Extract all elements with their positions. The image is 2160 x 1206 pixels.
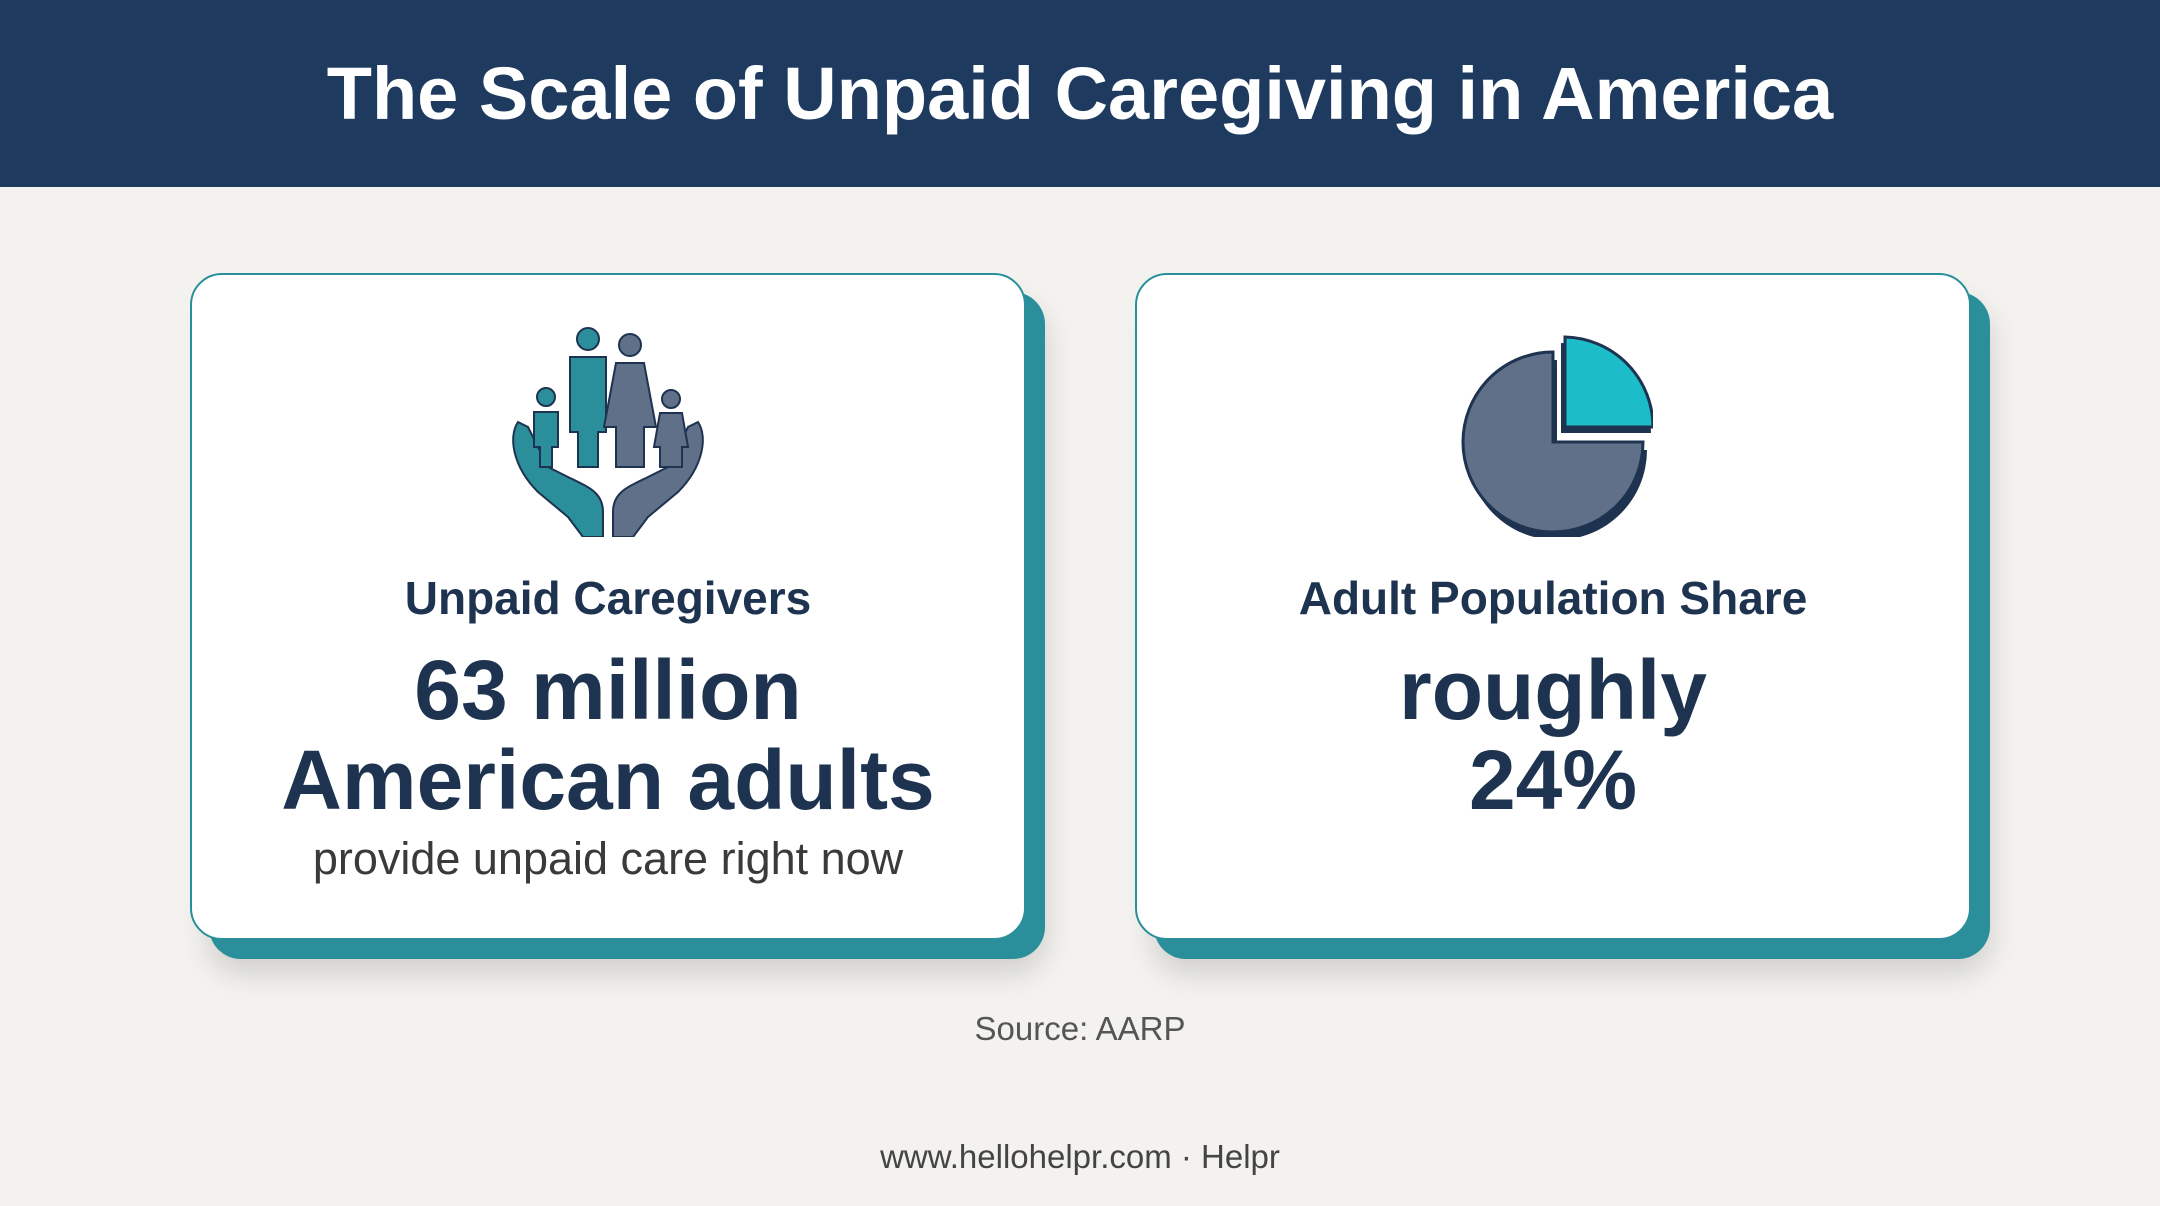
card-value: American adults [281,733,935,827]
card-label: Unpaid Caregivers [404,572,812,624]
card-body: Unpaid Caregivers 63 million American ad… [190,273,1026,940]
card-value: roughly [1399,643,1707,737]
footer: www.hellohelpr.com · Helpr [880,1138,1280,1175]
card-value: 63 million [414,643,802,737]
header: The Scale of Unpaid Caregiving in Americ… [0,0,2160,187]
pie-icon [1461,335,1653,537]
title: The Scale of Unpaid Caregiving in Americ… [326,52,1834,135]
family-icon [512,327,704,537]
card-label: Adult Population Share [1298,572,1808,624]
source: Source: AARP [974,1010,1186,1047]
card-body: Adult Population Share roughly 24% [1135,273,1971,940]
card: Adult Population Share roughly 24% [1135,273,1990,959]
card-note: provide unpaid care right now [312,833,904,884]
card-value: 24% [1468,733,1638,827]
card: Unpaid Caregivers 63 million American ad… [190,273,1045,959]
